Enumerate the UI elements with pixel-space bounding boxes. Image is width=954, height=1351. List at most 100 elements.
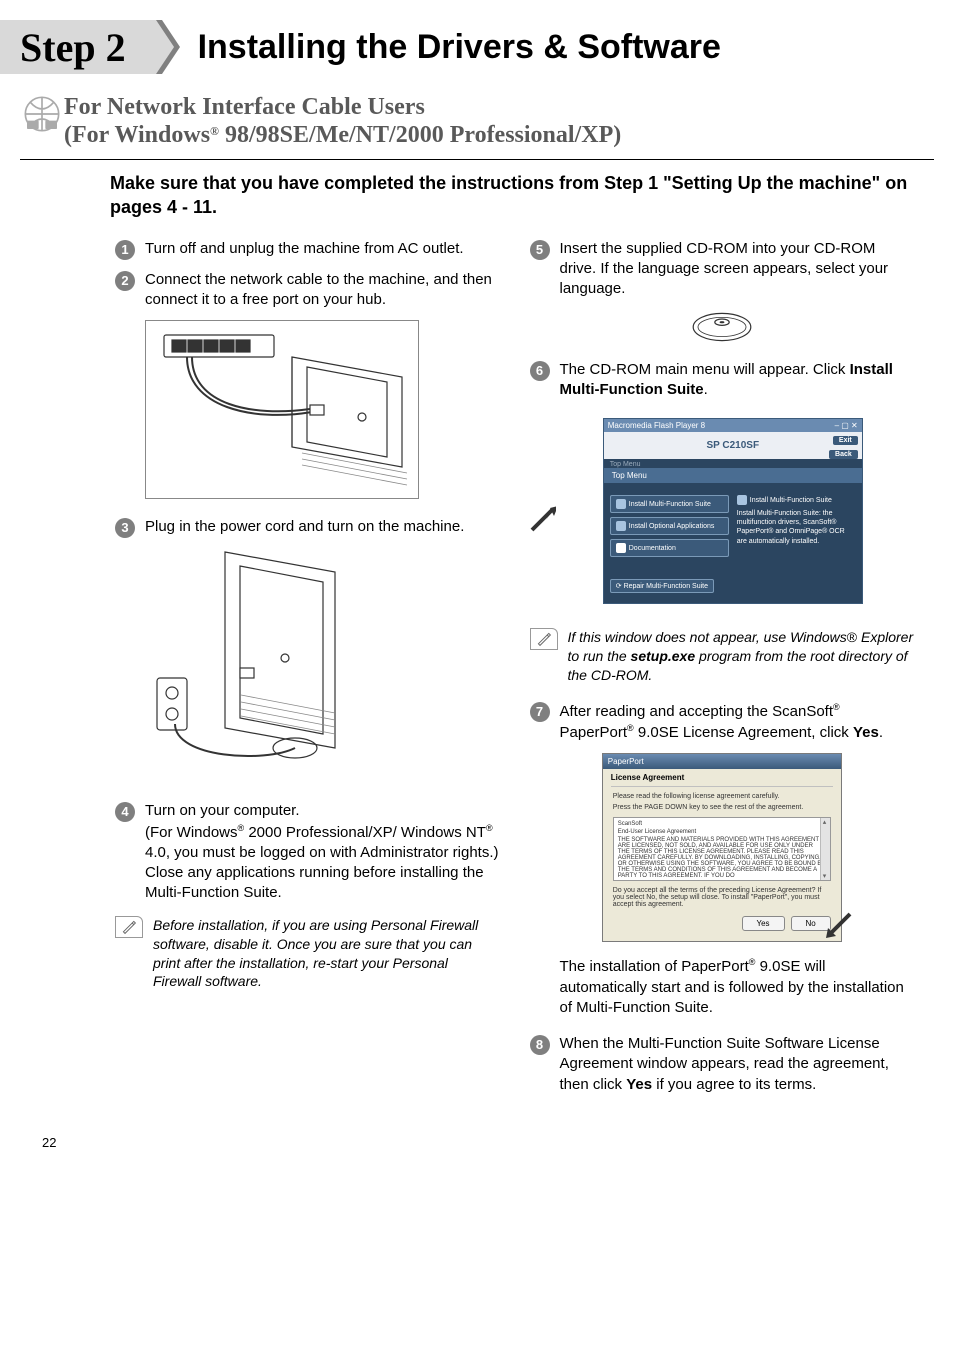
menu-description: Install Multi-Function Suite Install Mul…	[737, 495, 856, 561]
step-number-badge: 2	[115, 271, 135, 291]
s7-e: .	[879, 724, 883, 741]
page-title: Installing the Drivers & Software	[198, 20, 721, 74]
menu-content: Install Multi-Function Suite Install Opt…	[604, 483, 862, 579]
subheader-text: For Network Interface Cable Users (For W…	[64, 94, 621, 149]
step-5-text: Insert the supplied CD-ROM into your CD-…	[560, 239, 915, 300]
back-button[interactable]: Back	[829, 450, 858, 459]
mainmenu-screenshot-wrap: Macromedia Flash Player 8 – ▢ ✕ SP C210S…	[530, 410, 915, 616]
license-p1: Please read the following license agreem…	[603, 791, 841, 802]
network-icon	[20, 94, 64, 134]
step-6: 6 The CD-ROM main menu will appear. Clic…	[530, 360, 915, 401]
step-8-text: When the Multi-Function Suite Software L…	[560, 1034, 915, 1095]
s6-c: .	[704, 381, 708, 398]
s8-b: Yes	[626, 1076, 652, 1093]
subheader-line1: For Network Interface Cable Users	[64, 94, 621, 122]
s7-d: Yes	[853, 724, 879, 741]
license-button-row: Yes No	[603, 910, 841, 941]
pointer-arrow-icon	[824, 910, 854, 940]
figure-power-cord	[145, 548, 500, 783]
license-screenshot: PaperPort License Agreement Please read …	[602, 753, 842, 942]
exit-button[interactable]: Exit	[833, 436, 858, 445]
license-heading: License Agreement	[603, 769, 841, 784]
cd-icon	[530, 310, 915, 344]
mainmenu-screenshot: Macromedia Flash Player 8 – ▢ ✕ SP C210S…	[603, 418, 863, 604]
tab-top-menu[interactable]: Top Menu	[604, 468, 862, 483]
s6-a: The CD-ROM main menu will appear. Click	[560, 361, 850, 378]
menu-documentation-button[interactable]: Documentation	[610, 539, 729, 557]
step-number-badge: 3	[115, 518, 135, 538]
menu-btn1-label: Install Multi-Function Suite	[629, 501, 711, 508]
menu-btn2-label: Install Optional Applications	[629, 523, 715, 530]
step-number-badge: 5	[530, 240, 550, 260]
step-number-badge: 6	[530, 361, 550, 381]
figure-network-hub	[145, 320, 500, 499]
step-number-badge: 8	[530, 1035, 550, 1055]
step-3: 3 Plug in the power cord and turn on the…	[115, 517, 500, 538]
firewall-note-text: Before installation, if you are using Pe…	[153, 916, 500, 992]
menu-install-mfs-button[interactable]: Install Multi-Function Suite	[610, 495, 729, 513]
step-4-l3: 4.0, you must be logged on with Administ…	[145, 844, 499, 861]
subheader-l2-pre: (For Windows	[64, 122, 210, 148]
subheader-l2-post: 98/98SE/Me/NT/2000 Professional/XP)	[219, 122, 621, 148]
license-eula-text: THE SOFTWARE AND MATERIALS PROVIDED WITH…	[618, 837, 826, 879]
note-icon	[530, 628, 558, 650]
step-1-text: Turn off and unplug the machine from AC …	[145, 239, 500, 259]
left-column: 1 Turn off and unplug the machine from A…	[115, 239, 500, 1105]
license-question: Do you accept all the terms of the prece…	[603, 885, 841, 910]
step-5: 5 Insert the supplied CD-ROM into your C…	[530, 239, 915, 300]
window-title: Macromedia Flash Player 8	[608, 421, 705, 430]
step-4-l2a: (For Windows	[145, 824, 238, 841]
step-label: Step 2	[20, 24, 126, 71]
menu-repair-button[interactable]: ⟳ Repair Multi-Function Suite	[610, 579, 714, 593]
header-band: Step 2 Installing the Drivers & Software	[0, 20, 954, 74]
cdrom-note: If this window does not appear, use Wind…	[530, 628, 915, 685]
step-number-badge: 4	[115, 802, 135, 822]
post7-a: The installation of PaperPort	[560, 958, 749, 975]
right-column: 5 Insert the supplied CD-ROM into your C…	[530, 239, 915, 1105]
menu-btn4-label: Repair Multi-Function Suite	[624, 583, 708, 590]
page-number: 22	[42, 1135, 954, 1150]
step-7-text: After reading and accepting the ScanSoft…	[560, 701, 915, 744]
step-4: 4 Turn on your computer. (For Windows ® 2…	[115, 801, 500, 903]
note-c: setup.exe	[631, 648, 696, 664]
note-a: If this window does not appear, use Wind…	[568, 629, 847, 645]
step-2: 2 Connect the network cable to the machi…	[115, 270, 500, 311]
menu-desc-title: Install Multi-Function Suite	[750, 497, 832, 504]
s7-b: PaperPort	[560, 724, 628, 741]
step-6-text: The CD-ROM main menu will appear. Click …	[560, 360, 915, 401]
firewall-note: Before installation, if you are using Pe…	[115, 916, 500, 992]
post-step-7-text: The installation of PaperPort® 9.0SE wil…	[560, 956, 915, 1018]
pointer-arrow-icon	[530, 410, 556, 600]
menu-optional-apps-button[interactable]: Install Optional Applications	[610, 517, 729, 535]
section-subheader: For Network Interface Cable Users (For W…	[20, 88, 934, 160]
s7-a: After reading and accepting the ScanSoft	[560, 703, 834, 720]
license-p2: Press the PAGE DOWN key to see the rest …	[603, 802, 841, 813]
step-3-text: Plug in the power cord and turn on the m…	[145, 517, 500, 537]
step-number-badge: 7	[530, 702, 550, 722]
main-instruction: Make sure that you have completed the in…	[110, 172, 914, 219]
menu-btn3-label: Documentation	[629, 545, 676, 552]
step-2-text: Connect the network cable to the machine…	[145, 270, 500, 311]
content-columns: 1 Turn off and unplug the machine from A…	[115, 239, 914, 1105]
step-4-l1: Turn on your computer.	[145, 802, 300, 819]
scrollbar[interactable]	[820, 818, 830, 880]
registered-mark: ®	[210, 124, 219, 138]
s7-c: 9.0SE License Agreement, click	[634, 724, 853, 741]
registered-mark: ®	[833, 702, 840, 712]
license-screenshot-wrap: PaperPort License Agreement Please read …	[530, 753, 915, 942]
step-4-l2b: 2000 Professional/XP/ Windows NT	[244, 824, 486, 841]
step-1: 1 Turn off and unplug the machine from A…	[115, 239, 500, 260]
license-eula-title: End-User License Agreement	[618, 829, 826, 835]
registered-mark: ®	[627, 723, 634, 733]
tab-row-small: Top Menu	[604, 459, 862, 468]
license-yes-button[interactable]: Yes	[742, 916, 785, 931]
step-4-l4: Close any applications running before in…	[145, 864, 484, 901]
step-8: 8 When the Multi-Function Suite Software…	[530, 1034, 915, 1095]
license-textbox: ScanSoft End-User License Agreement THE …	[613, 817, 831, 881]
license-company: ScanSoft	[618, 821, 826, 827]
step-4-text: Turn on your computer. (For Windows ® 200…	[145, 801, 500, 903]
window-controls: – ▢ ✕	[835, 421, 858, 430]
registered-mark: ®	[486, 823, 493, 833]
header-chevrons	[144, 20, 184, 74]
step-label-box: Step 2	[0, 20, 146, 74]
